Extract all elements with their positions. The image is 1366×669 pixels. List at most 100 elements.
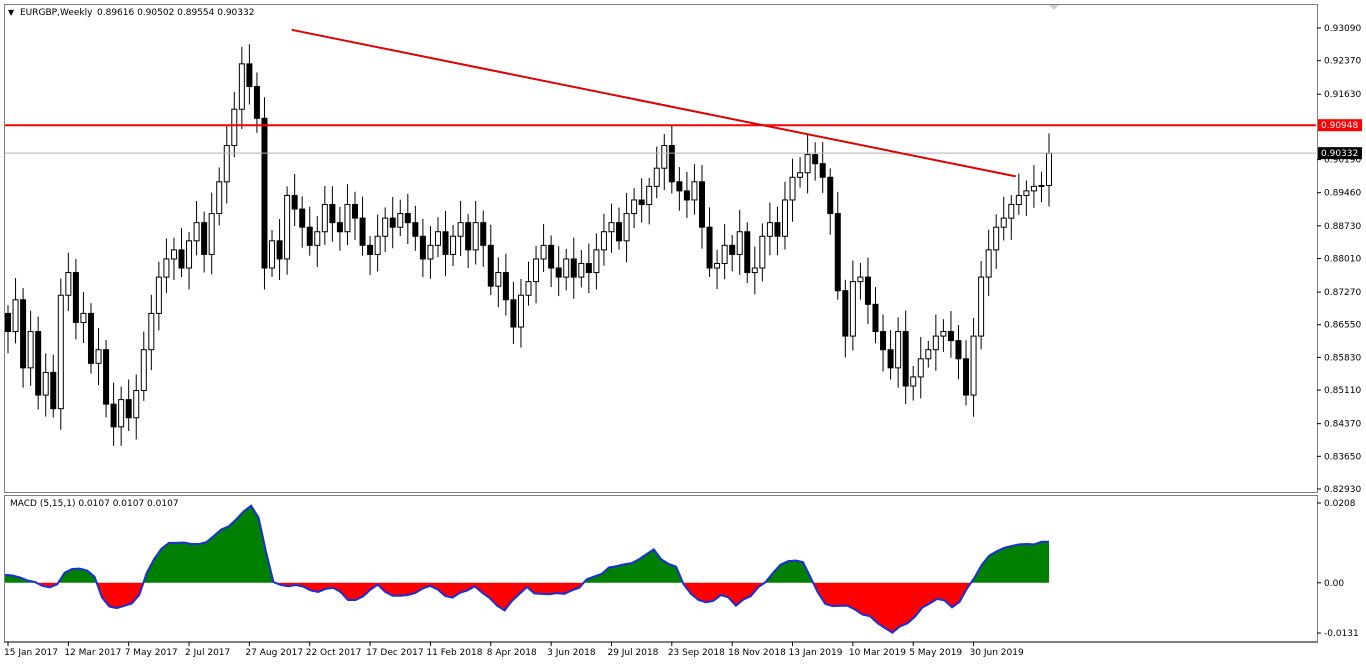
candle-body bbox=[646, 185, 653, 206]
macd-positive-area bbox=[143, 505, 276, 583]
candle-body bbox=[306, 226, 313, 246]
candle-body bbox=[570, 258, 577, 278]
candle-body bbox=[427, 244, 434, 260]
candle-body bbox=[578, 262, 585, 278]
candle-body bbox=[880, 331, 887, 351]
resistance-price-badge bbox=[1318, 119, 1362, 132]
time-tick-label: 3 Jun 2018 bbox=[547, 648, 596, 658]
candle-body bbox=[148, 312, 155, 351]
candle-body bbox=[223, 145, 230, 183]
candle-body bbox=[902, 331, 909, 387]
downtrend-line[interactable] bbox=[291, 28, 1017, 178]
symbol-dropdown-icon[interactable]: ▼ bbox=[8, 8, 15, 17]
candle-body bbox=[231, 108, 238, 147]
candle-body bbox=[140, 349, 147, 392]
candle-body bbox=[1015, 194, 1022, 206]
candle-body bbox=[714, 262, 721, 269]
time-tick-label: 22 Oct 2017 bbox=[306, 648, 362, 658]
candle-body bbox=[744, 231, 751, 274]
candle-body bbox=[510, 299, 517, 328]
candle-body bbox=[193, 222, 200, 242]
price-tick-label: 0.93090 bbox=[1324, 24, 1361, 34]
trendline-group[interactable] bbox=[291, 28, 1017, 178]
candle-body bbox=[110, 403, 117, 428]
candle-body bbox=[1038, 184, 1045, 187]
price-tick-label: 0.88730 bbox=[1324, 222, 1361, 232]
price-tick-label: 0.91630 bbox=[1324, 90, 1361, 100]
candle-body bbox=[299, 208, 306, 228]
macd-positive-area bbox=[764, 560, 814, 583]
candle-body bbox=[766, 222, 773, 237]
chart-shift-marker-icon[interactable] bbox=[1049, 5, 1059, 10]
candle-body bbox=[359, 217, 366, 246]
candle-body bbox=[412, 222, 419, 237]
candle-body bbox=[593, 249, 600, 274]
price-tick-label: 0.88010 bbox=[1324, 255, 1361, 265]
price-tick-label: 0.83650 bbox=[1324, 452, 1361, 462]
candle-body bbox=[253, 86, 260, 119]
candle-body bbox=[42, 371, 49, 396]
macd-negative-area bbox=[813, 582, 971, 633]
time-tick-label: 17 Dec 2017 bbox=[366, 648, 424, 658]
candle-body bbox=[208, 213, 215, 255]
candle-body bbox=[857, 276, 864, 283]
candle-body bbox=[932, 335, 939, 351]
candle-body bbox=[344, 204, 351, 233]
candle-body bbox=[314, 231, 321, 246]
candle-body bbox=[336, 222, 343, 233]
candle-body bbox=[1046, 152, 1052, 186]
candle-body bbox=[631, 199, 638, 215]
candle-body bbox=[367, 244, 374, 255]
candle-body bbox=[585, 262, 592, 274]
candle-body bbox=[502, 272, 509, 301]
candle-body bbox=[170, 249, 177, 260]
candle-body bbox=[186, 240, 193, 269]
candle-body bbox=[57, 294, 64, 410]
candle-body bbox=[352, 204, 358, 219]
macd-tick-label: 0.0208 bbox=[1324, 499, 1356, 509]
time-tick-label: 7 May 2017 bbox=[125, 648, 178, 658]
candle-body bbox=[50, 371, 57, 410]
candle-body bbox=[1023, 190, 1030, 196]
candle-body bbox=[404, 213, 411, 224]
candle-body bbox=[638, 199, 645, 206]
time-tick-label: 8 Apr 2018 bbox=[487, 648, 537, 658]
candle-body bbox=[374, 235, 381, 255]
candle-body bbox=[1030, 185, 1037, 192]
candle-body bbox=[246, 63, 253, 88]
candle-body bbox=[291, 194, 298, 210]
candle-body bbox=[864, 276, 871, 305]
candle-body bbox=[661, 145, 668, 169]
candle-body bbox=[238, 63, 245, 110]
macd-tick-label: 0.00 bbox=[1324, 579, 1344, 589]
macd-title: MACD (5,15,1) 0.0107 0.0107 0.0107 bbox=[10, 499, 179, 509]
candle-body bbox=[963, 358, 970, 396]
candle-body bbox=[480, 222, 487, 246]
candle-body bbox=[329, 204, 336, 224]
candle-body bbox=[721, 244, 728, 264]
candle-body bbox=[706, 226, 713, 269]
horizontal-line-group[interactable]: 0.90948 0.90332 bbox=[5, 119, 1362, 160]
candle-body bbox=[163, 258, 170, 278]
candle-body bbox=[1008, 204, 1015, 219]
candle-body bbox=[465, 222, 472, 251]
price-tick-label: 0.85830 bbox=[1324, 353, 1361, 363]
candle-body bbox=[812, 154, 819, 165]
candle-body bbox=[27, 331, 34, 369]
candle-body bbox=[781, 199, 788, 237]
time-tick-label: 13 Jan 2019 bbox=[789, 648, 843, 658]
macd-tick-label: -0.0131 bbox=[1324, 629, 1359, 639]
time-tick-label: 23 Sep 2018 bbox=[668, 648, 725, 658]
candle-body bbox=[269, 240, 276, 269]
candle-body bbox=[457, 222, 464, 237]
time-tick-label: 2 Jul 2017 bbox=[185, 648, 230, 658]
candle-body bbox=[555, 267, 562, 278]
macd-negative-area bbox=[36, 582, 59, 588]
price-tick-label: 0.84370 bbox=[1324, 420, 1361, 430]
candle-body bbox=[729, 244, 736, 255]
candle-body bbox=[87, 312, 94, 364]
candle-body bbox=[472, 222, 479, 251]
candle-body bbox=[691, 181, 698, 201]
